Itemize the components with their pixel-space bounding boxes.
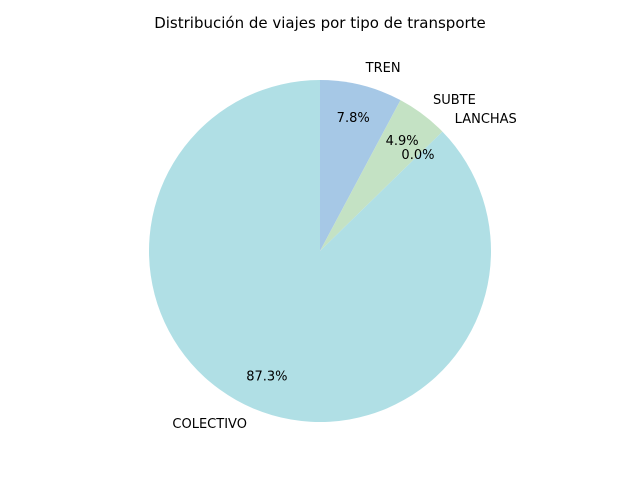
slice-percent-tren: 7.8% [337, 111, 370, 126]
slice-label-tren: TREN [365, 61, 401, 76]
slice-label-colectivo: COLECTIVO [172, 417, 247, 432]
slice-percent-colectivo: 87.3% [246, 370, 287, 385]
slice-percent-lanchas: 0.0% [401, 148, 434, 163]
pie-slice-tren [320, 80, 401, 251]
pie-slices [149, 80, 492, 422]
chart-title: Distribución de viajes por tipo de trans… [154, 14, 486, 32]
slice-percent-subte: 4.9% [386, 134, 419, 149]
pie-slice-colectivo [149, 80, 492, 422]
pie-labels: TREN 7.8% SUBTE 4.9% LANCHAS 0.0% COLECTIVO 87.… [172, 61, 516, 432]
slice-label-subte: SUBTE [433, 93, 476, 108]
pie-slice-subte [320, 100, 443, 251]
slice-label-lanchas: LANCHAS [455, 112, 517, 127]
